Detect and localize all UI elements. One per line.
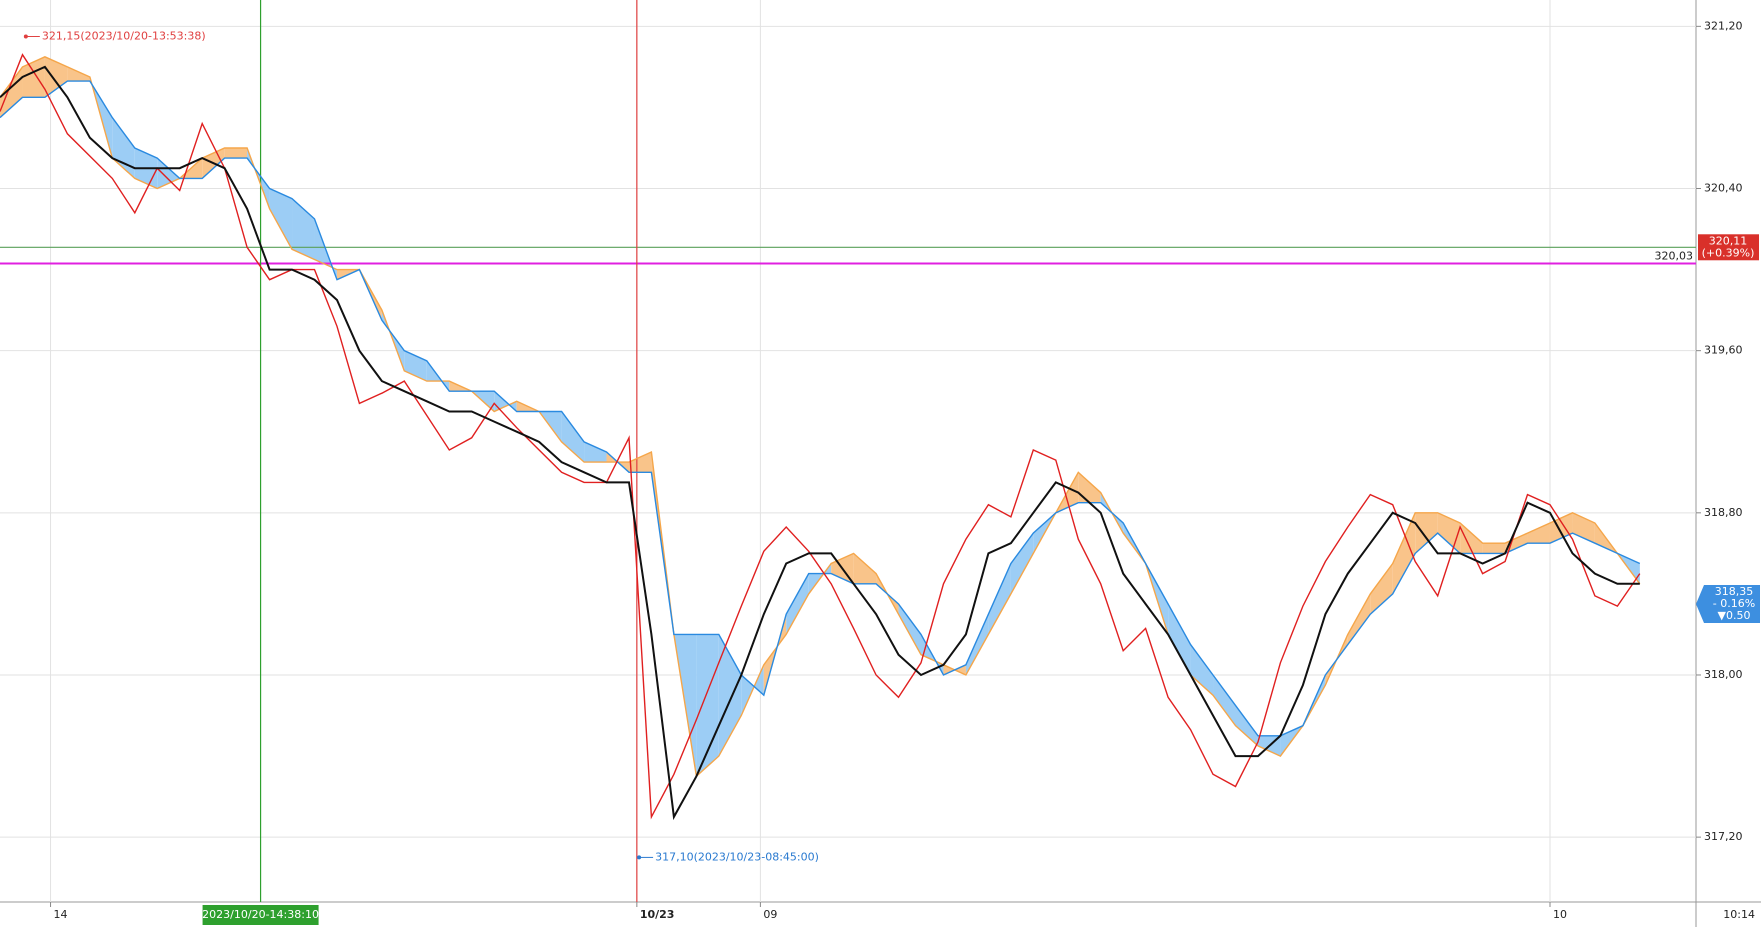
cloud-segment <box>1078 472 1101 503</box>
cloud-segment <box>988 563 1011 635</box>
y-tick-label: 318,00 <box>1704 668 1743 681</box>
cloud-segment <box>584 441 607 463</box>
series-line <box>0 53 1641 820</box>
annotation: 321,15(2023/10/20-13:53:38) <box>42 29 206 42</box>
cloud-segment <box>1482 543 1506 554</box>
y-tick-label: 320,40 <box>1704 182 1743 195</box>
cloud-segment <box>1168 604 1191 675</box>
current-price-tag <box>1696 585 1760 624</box>
current-price-label: 318,35 <box>1715 585 1754 598</box>
cloud-segment <box>1235 705 1258 746</box>
cloud-segment <box>22 56 45 98</box>
cloud-segment <box>561 411 585 463</box>
cloud-segment <box>67 66 90 82</box>
series-line <box>0 65 1640 821</box>
cloud-segment <box>269 188 293 250</box>
cursor-label: 2023/10/20-14:38:10 <box>202 908 319 921</box>
cloud-segment <box>157 158 180 189</box>
annotation: 317,10(2023/10/23-08:45:00) <box>655 850 819 863</box>
corner-time: 10:14 <box>1723 908 1755 921</box>
x-tick-label: 14 <box>54 908 68 921</box>
cloud-segment <box>1392 512 1416 594</box>
current-price-label: - 0.16% <box>1713 597 1755 610</box>
cloud-segment <box>696 634 719 777</box>
cloud-segment <box>786 573 809 635</box>
cloud-segment <box>1370 563 1393 615</box>
x-tick-label: 10/23 <box>640 908 675 921</box>
y-tick-label: 321,20 <box>1704 19 1743 32</box>
cloud-segment <box>628 452 652 473</box>
cloud-segment <box>965 614 989 675</box>
cursor-label-box <box>202 905 319 925</box>
cloud-segment <box>1527 522 1550 544</box>
cloud-segment <box>44 56 68 98</box>
y-tick-label: 318,80 <box>1704 506 1743 519</box>
price-label: (+0.39%) <box>1702 246 1755 259</box>
series-line <box>0 80 1641 737</box>
cloud-segment <box>1347 593 1371 645</box>
cloud-segment <box>0 66 23 118</box>
cloud-segment <box>1460 522 1483 554</box>
price-label-box <box>1698 234 1759 261</box>
series-line <box>0 56 1641 778</box>
price-label: 320,11 <box>1709 234 1748 247</box>
cloud-segment <box>224 147 248 159</box>
current-price-label: ▼0.50 <box>1718 609 1751 622</box>
y-tick-label: 317,20 <box>1704 830 1743 843</box>
cloud-segment <box>1213 674 1236 726</box>
cloud-segment <box>1415 512 1438 554</box>
cloud-segment <box>1010 533 1034 594</box>
cloud-segment <box>853 553 877 584</box>
cloud-segment <box>1572 512 1595 544</box>
y-tick-label: 319,60 <box>1704 344 1743 357</box>
price-label: 320,03 <box>1655 250 1694 263</box>
cloud-segment <box>898 604 922 655</box>
x-tick-label: 10 <box>1553 908 1567 921</box>
x-tick-label: 09 <box>763 908 777 921</box>
cloud-segment <box>1505 533 1528 554</box>
cloud-segment <box>1190 644 1214 696</box>
cloud-segment <box>1549 512 1573 544</box>
